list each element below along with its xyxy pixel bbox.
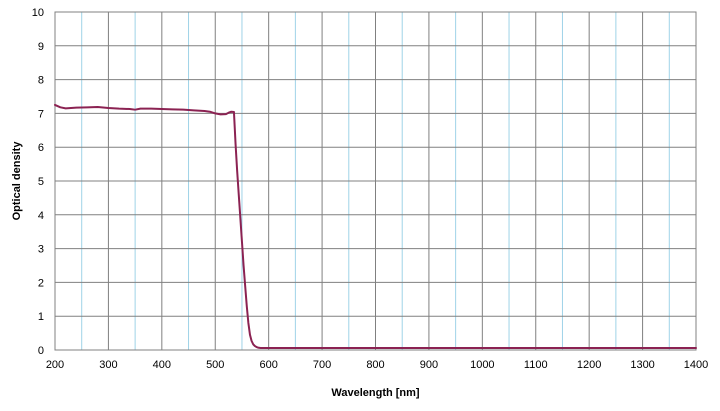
y-tick-label: 4 — [38, 210, 44, 222]
y-tick-label: 1 — [38, 311, 44, 323]
x-tick-labels: 200 300 400 500 600 700 800 900 1000 1100 1200 1300… — [46, 359, 708, 371]
x-tick-label: 1200 — [577, 359, 601, 371]
x-tick-label: 1000 — [470, 359, 494, 371]
x-axis-label: Wavelength [nm] — [331, 387, 420, 399]
y-tick-label: 2 — [38, 277, 44, 289]
major-gridlines — [54, 11, 697, 351]
plot-area-border — [54, 11, 697, 351]
x-tick-label: 700 — [313, 359, 331, 371]
series-layer — [54, 103, 697, 349]
y-axis-label: Optical density — [11, 141, 23, 221]
x-tick-label: 400 — [153, 359, 171, 371]
x-tick-label: 600 — [259, 359, 277, 371]
x-tick-label: 800 — [366, 359, 384, 371]
x-tick-label: 1400 — [684, 359, 708, 371]
series-line-1 — [54, 103, 697, 349]
x-tick-label: 300 — [99, 359, 117, 371]
y-tick-label: 6 — [38, 142, 44, 154]
x-tick-label: 200 — [46, 359, 64, 371]
y-tick-label: 10 — [32, 7, 44, 19]
y-tick-label: 3 — [38, 244, 44, 256]
x-tick-label: 900 — [420, 359, 438, 371]
x-tick-label: 1100 — [524, 359, 548, 371]
y-tick-label: 5 — [38, 176, 44, 188]
y-tick-label: 9 — [38, 41, 44, 53]
y-tick-labels: 0 1 2 3 4 5 6 7 8 9 10 — [32, 7, 44, 357]
y-tick-label: 0 — [38, 345, 44, 357]
y-tick-label: 8 — [38, 75, 44, 87]
y-tick-label: 7 — [38, 108, 44, 120]
x-tick-label: 500 — [206, 359, 224, 371]
x-tick-label: 1300 — [630, 359, 654, 371]
